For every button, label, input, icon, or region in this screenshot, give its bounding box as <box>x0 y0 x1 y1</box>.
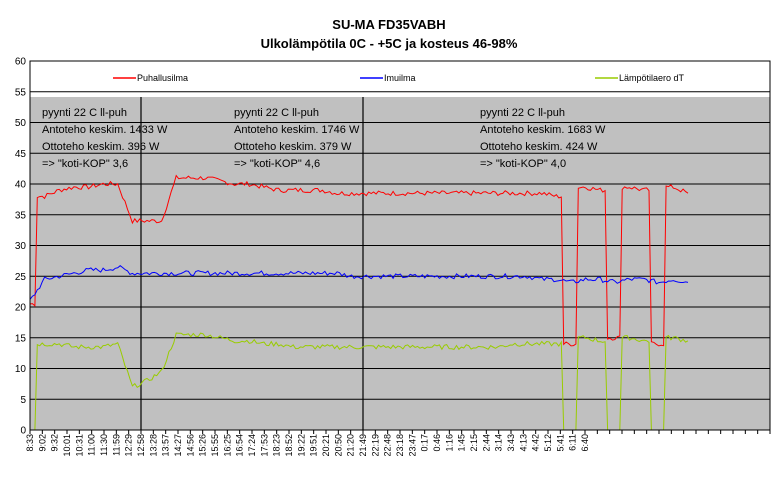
x-tick-label: 2:44 <box>481 434 491 452</box>
x-tick-label: 19:22 <box>296 434 306 457</box>
x-tick-label: 3:14 <box>494 434 504 452</box>
annotation-text: Antoteho keskim. 1746 W <box>234 124 360 136</box>
y-tick-label: 5 <box>20 395 26 406</box>
x-tick-label: 13:57 <box>161 434 171 457</box>
annotation-text: => "koti-KOP" 4,6 <box>234 158 320 170</box>
x-tick-label: 10:01 <box>62 434 72 457</box>
y-tick-label: 40 <box>15 180 27 191</box>
annotation-text: Ottoteho keskim. 424 W <box>480 141 598 153</box>
x-tick-label: 16:25 <box>222 434 232 457</box>
annotation-text: => "koti-KOP" 4,0 <box>480 158 566 170</box>
x-tick-label: 20:50 <box>333 434 343 457</box>
x-tick-label: 9:32 <box>50 434 60 452</box>
legend-label: Lämpötilaero dT <box>619 73 685 83</box>
x-tick-label: 15:55 <box>210 434 220 457</box>
y-tick-label: 50 <box>15 118 27 129</box>
x-tick-label: 23:18 <box>395 434 405 457</box>
x-tick-label: 13:28 <box>148 434 158 457</box>
x-tick-label: 1:16 <box>444 434 454 452</box>
x-tick-label: 15:26 <box>198 434 208 457</box>
x-tick-label: 2:15 <box>469 434 479 452</box>
y-tick-label: 25 <box>15 272 27 283</box>
x-tick-label: 21:49 <box>358 434 368 457</box>
x-tick-label: 3:43 <box>506 434 516 452</box>
annotation-text: pyynti 22 C ll-puh <box>480 107 565 119</box>
y-tick-label: 60 <box>15 57 27 68</box>
annotation-text: Ottoteho keskim. 396 W <box>42 141 160 153</box>
y-tick-label: 35 <box>15 210 27 221</box>
series-line-2 <box>29 265 689 300</box>
x-tick-label: 10:31 <box>74 434 84 457</box>
x-tick-label: 6:11 <box>568 434 578 451</box>
y-tick-label: 20 <box>15 303 27 314</box>
annotation-text: Antoteho keskim. 1683 W <box>480 124 606 136</box>
x-tick-label: 22:19 <box>370 434 380 457</box>
x-tick-label: 20:21 <box>321 434 331 457</box>
x-tick-label: 11:00 <box>87 434 97 456</box>
x-tick-label: 23:47 <box>407 434 417 457</box>
x-tick-label: 8:33 <box>25 434 35 452</box>
x-tick-label: 22:48 <box>383 434 393 457</box>
x-tick-label: 4:42 <box>531 434 541 452</box>
x-tick-label: 18:23 <box>272 434 282 457</box>
annotation-text: => "koti-KOP" 3,6 <box>42 158 128 170</box>
y-tick-label: 55 <box>15 87 27 98</box>
y-tick-label: 0 <box>20 426 26 437</box>
chart-title: SU-MA FD35VABH <box>332 17 446 32</box>
y-tick-label: 30 <box>15 241 27 252</box>
x-tick-label: 5:12 <box>543 434 553 452</box>
series-line-1 <box>29 174 689 347</box>
annotation-text: Antoteho keskim. 1433 W <box>42 124 168 136</box>
x-tick-label: 17:24 <box>247 434 257 457</box>
x-tick-label: 0:46 <box>432 434 442 452</box>
x-tick-label: 0:17 <box>420 434 430 452</box>
x-tick-label: 12:58 <box>136 434 146 457</box>
x-tick-label: 1:45 <box>457 434 467 452</box>
annotation-text: pyynti 22 C ll-puh <box>234 107 319 119</box>
legend-label: Imuilma <box>384 73 416 83</box>
x-tick-label: 17:53 <box>259 434 269 457</box>
x-tick-label: 9:02 <box>37 434 47 452</box>
annotation-text: Ottoteho keskim. 379 W <box>234 141 352 153</box>
chart-subtitle: Ulkolämpötila 0C - +5C ja kosteus 46-98% <box>260 36 518 51</box>
x-tick-label: 19:51 <box>309 434 319 457</box>
x-tick-label: 5:41 <box>555 434 565 452</box>
x-tick-label: 11:30 <box>99 434 109 456</box>
x-tick-label: 14:27 <box>173 434 183 457</box>
annotation-text: pyynti 22 C ll-puh <box>42 107 127 119</box>
y-tick-label: 45 <box>15 149 27 160</box>
x-tick-label: 18:52 <box>284 434 294 457</box>
legend-band <box>30 61 770 97</box>
x-tick-label: 21:20 <box>346 434 356 457</box>
x-tick-label: 14:56 <box>185 434 195 457</box>
y-tick-label: 10 <box>15 364 27 375</box>
x-tick-label: 11:59 <box>111 434 121 456</box>
y-tick-label: 15 <box>15 333 27 344</box>
x-tick-label: 4:13 <box>518 434 528 452</box>
plot-area <box>30 97 770 430</box>
x-tick-label: 6:40 <box>580 434 590 452</box>
x-tick-label: 16:54 <box>235 434 245 457</box>
x-tick-label: 12:29 <box>124 434 134 457</box>
legend-label: Puhallusilma <box>137 73 188 83</box>
series-line-3 <box>30 332 689 431</box>
